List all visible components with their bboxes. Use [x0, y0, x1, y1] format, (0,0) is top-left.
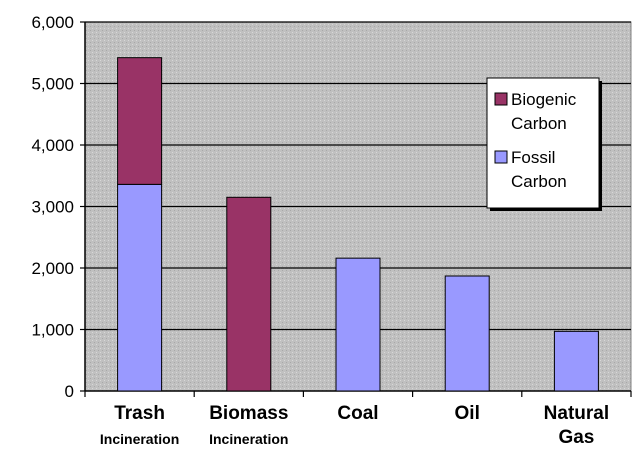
- y-tick-label: 5,000: [31, 75, 74, 94]
- x-tick-label: Trash: [114, 403, 165, 424]
- x-tick-label: Biomass: [209, 403, 288, 424]
- x-tick-label-line2: Gas: [558, 427, 594, 448]
- legend-label: Carbon: [511, 172, 567, 191]
- bar-biogenic-carbon: [226, 196, 272, 392]
- legend-label: Fossil: [511, 148, 555, 167]
- bar-biogenic-carbon: [117, 57, 163, 185]
- bar-fossil-carbon: [553, 330, 599, 392]
- gridlines: [85, 21, 631, 331]
- y-tick-label: 0: [65, 382, 74, 401]
- bar-fossil-carbon: [335, 257, 381, 392]
- y-tick-label: 4,000: [31, 136, 74, 155]
- bar-fossil-carbon: [117, 183, 163, 392]
- x-tick-label-line2: Incineration: [100, 431, 179, 447]
- x-tick-label: Coal: [337, 403, 378, 424]
- legend-label: Carbon: [511, 114, 567, 133]
- legend-swatch: [494, 150, 508, 164]
- y-tick-label: 3,000: [31, 198, 74, 217]
- tick-labels: 0 1,000 2,000 3,000 4,000 5,000 6,000 Trash Inci…: [31, 13, 609, 448]
- x-tick-label: Oil: [455, 403, 480, 424]
- bar-fossil-carbon: [444, 275, 490, 392]
- y-tick-label: 1,000: [31, 321, 74, 340]
- x-tick-label: Natural: [544, 403, 609, 424]
- x-tick-label-line2: Incineration: [209, 431, 288, 447]
- legend-swatch: [494, 92, 508, 106]
- legend: Biogenic Carbon Fossil Carbon: [486, 77, 602, 211]
- bars: [117, 57, 599, 392]
- y-tick-label: 6,000: [31, 13, 74, 32]
- y-tick-label: 2,000: [31, 259, 74, 278]
- legend-label: Biogenic: [511, 90, 577, 109]
